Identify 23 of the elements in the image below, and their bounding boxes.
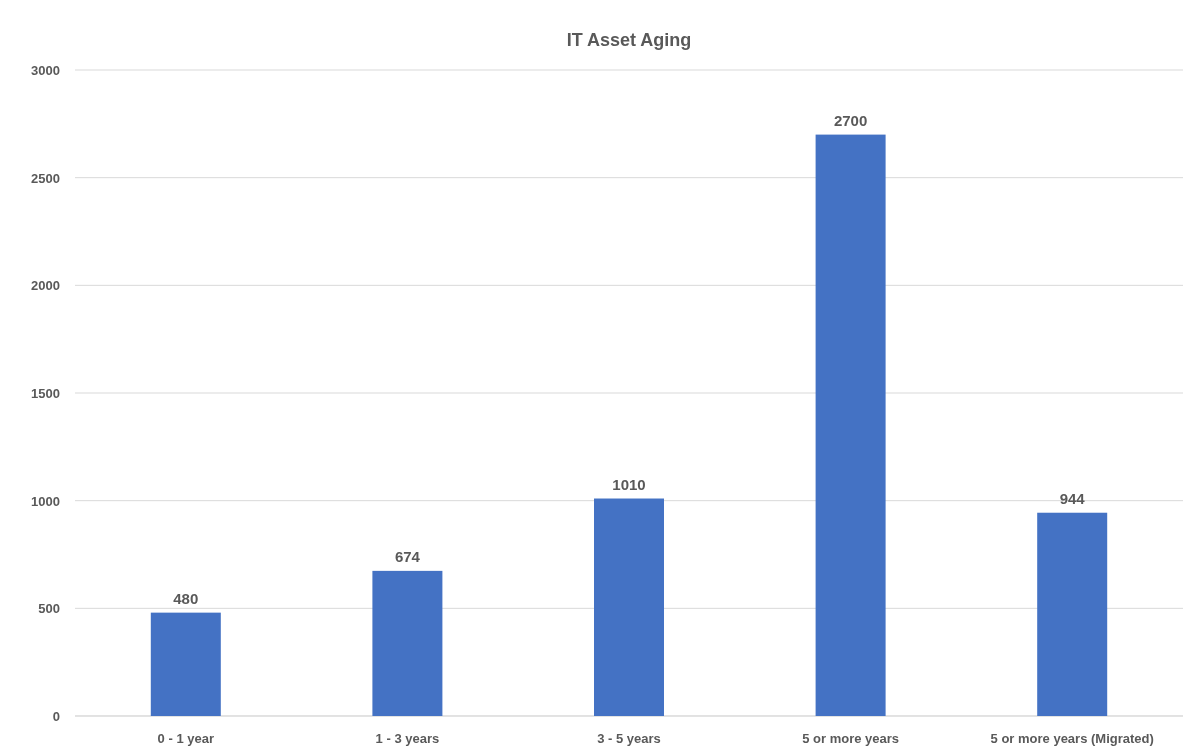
data-label: 2700 [833,111,868,129]
chart-title: IT Asset Aging [566,30,692,50]
x-tick-label: 1 - 3 years [375,731,440,746]
x-tick-label: 3 - 5 years [597,731,661,746]
data-label: 944 [1059,489,1086,507]
x-tick-label: 5 or more years [802,731,900,746]
bar [150,612,221,716]
data-label: 480 [173,589,199,607]
y-tick-label: 3000 [31,63,60,78]
bar [815,134,886,716]
bar [372,570,443,716]
bar [1037,512,1108,716]
data-label: 674 [394,547,421,565]
y-tick-label: 1500 [31,386,60,401]
y-tick-label: 2000 [31,278,60,294]
data-label: 1010 [612,475,646,493]
y-tick-label: 500 [38,601,60,617]
y-tick-label: 1000 [31,493,60,509]
x-tick-label: 5 or more years (Migrated) [990,731,1154,746]
x-tick-label: 0 - 1 year [157,731,214,746]
y-tick-label: 0 [52,709,60,724]
bar [594,498,664,716]
y-tick-label: 2500 [31,170,60,186]
